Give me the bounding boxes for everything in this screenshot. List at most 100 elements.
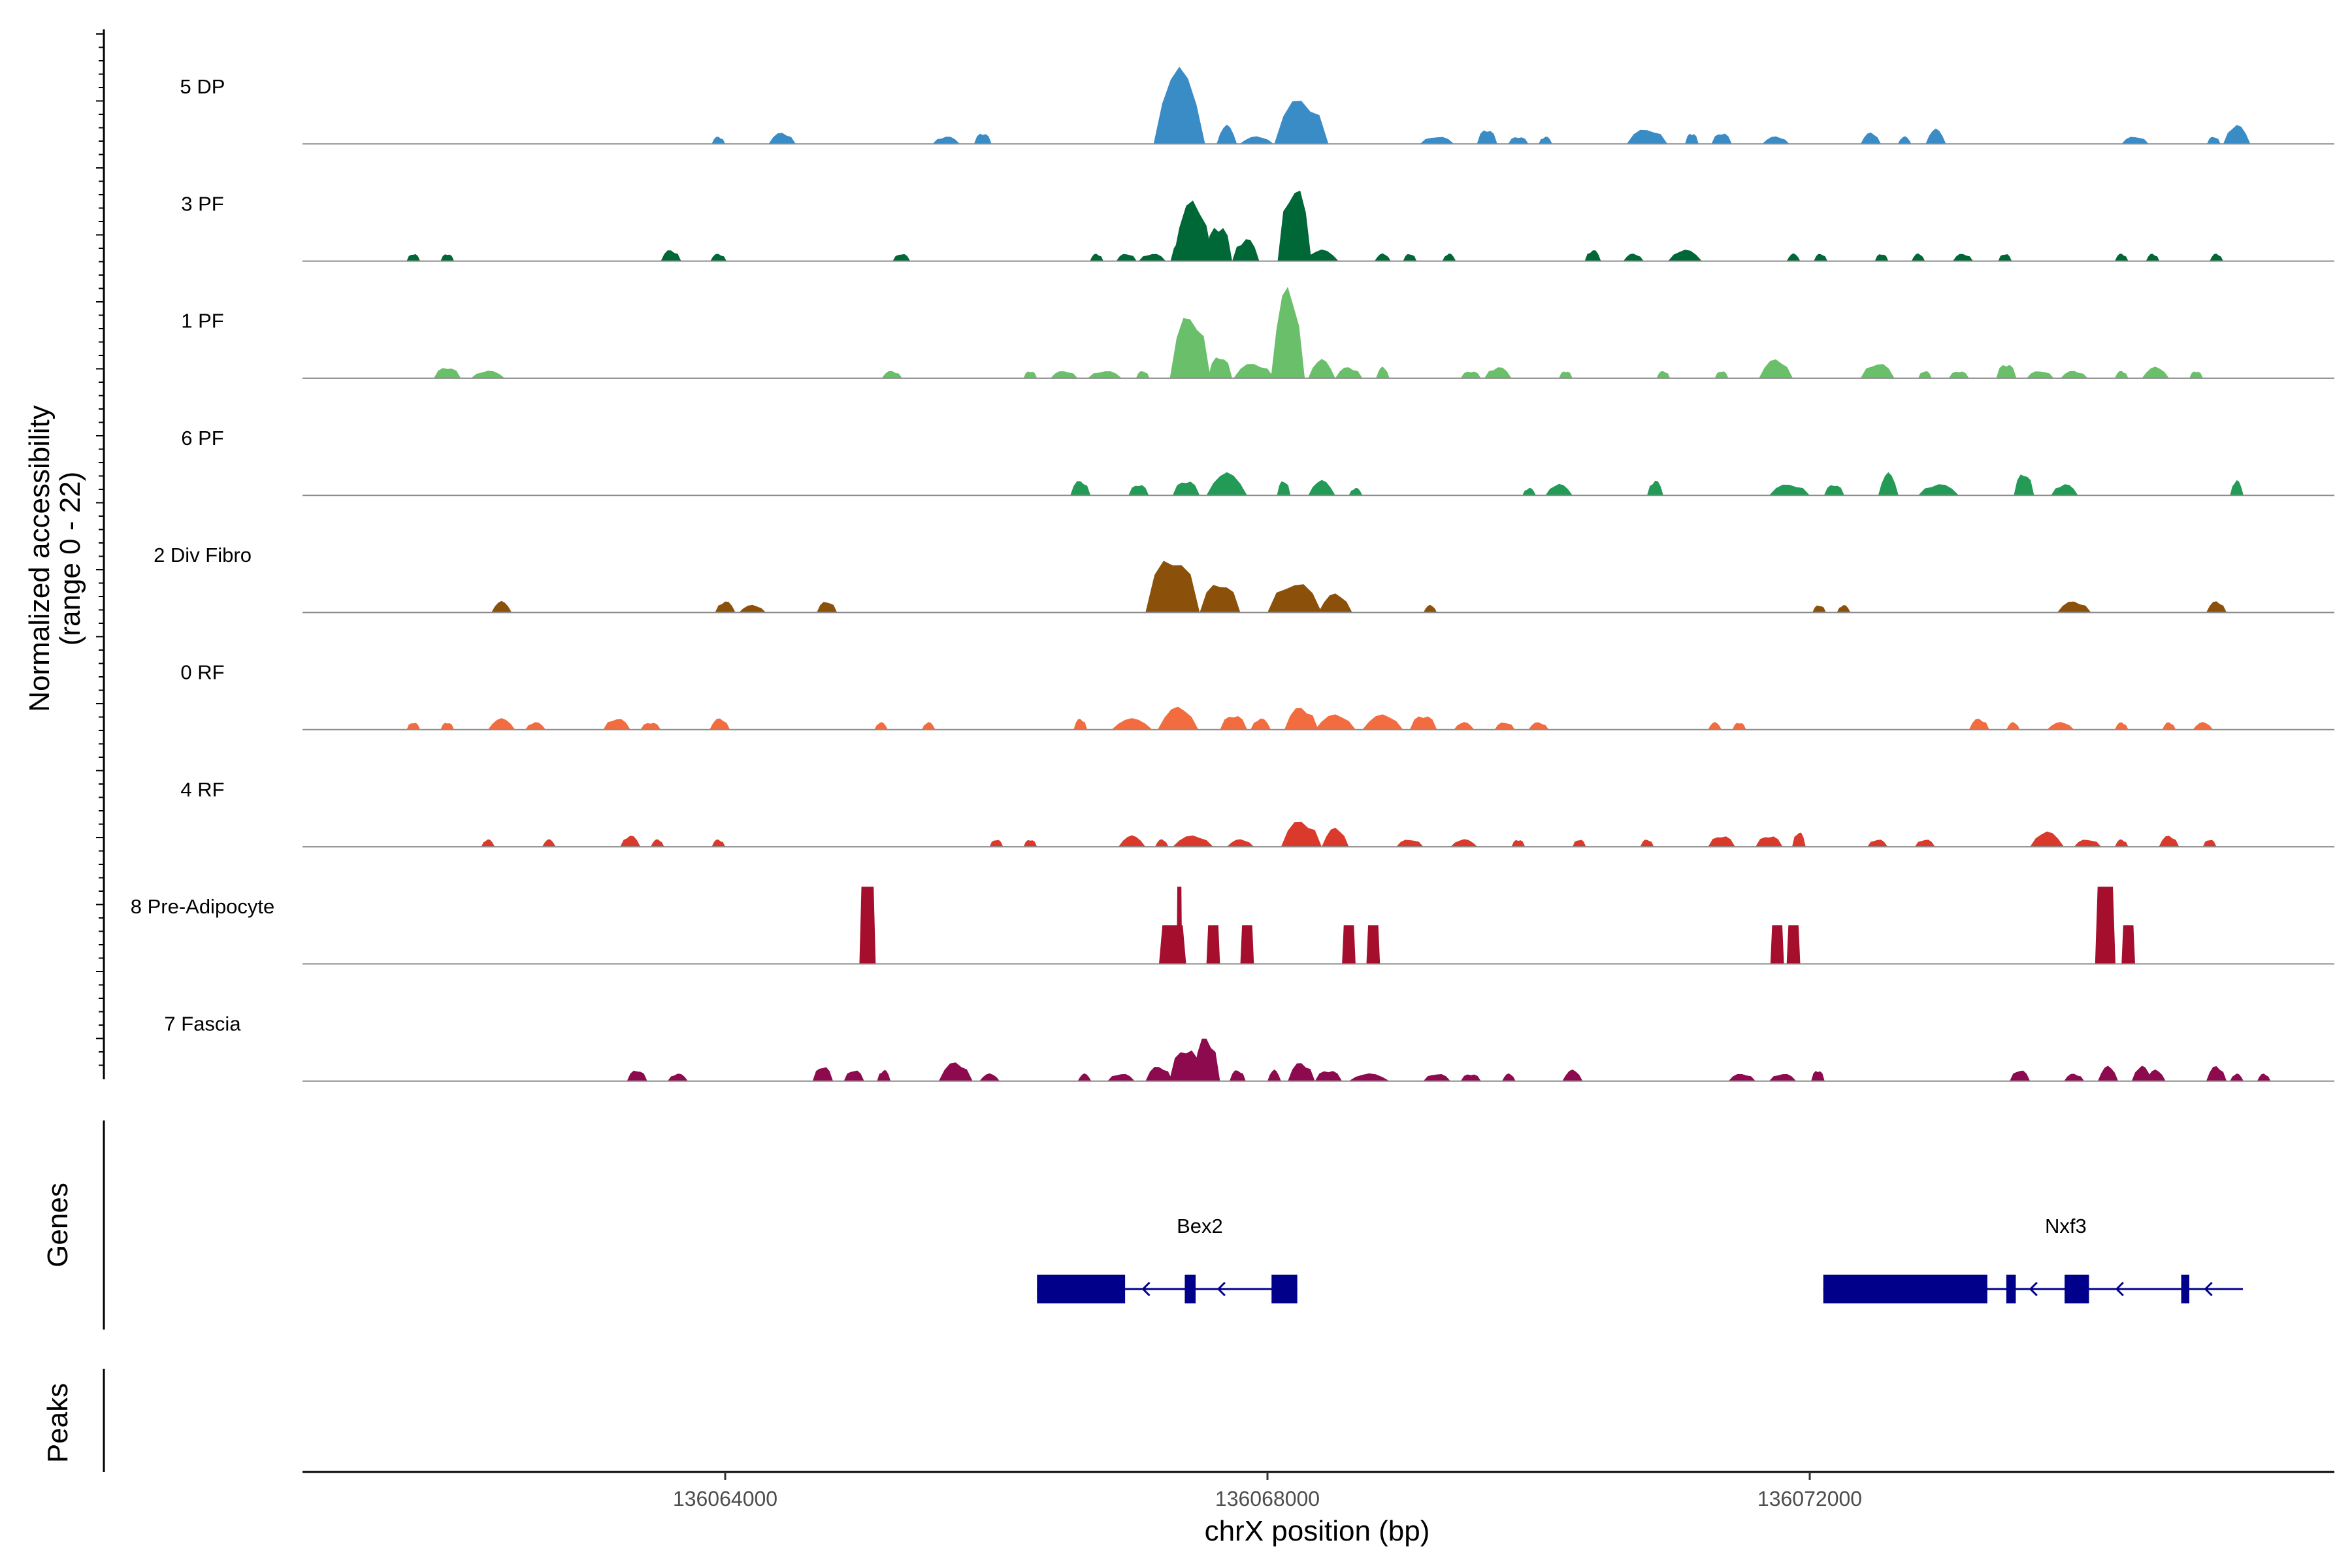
coverage-peak — [1442, 253, 1456, 261]
coverage-peak — [470, 370, 505, 378]
coverage-peak — [1342, 925, 1356, 964]
coverage-peak — [2095, 887, 2115, 964]
coverage-peak — [1952, 253, 1974, 261]
track-0-rf: 0 RF — [180, 661, 2334, 730]
coverage-peak — [1968, 719, 1989, 730]
coverage-peak — [1925, 128, 1946, 144]
coverage-peak — [1205, 227, 1233, 261]
coverage-peak — [1572, 840, 1586, 847]
gene-exon — [1271, 1275, 1298, 1303]
coverage-peak — [2014, 474, 2034, 496]
coverage-peak — [1240, 925, 1254, 964]
coverage-peak — [1423, 1074, 1451, 1081]
strand-arrow-icon — [2029, 1281, 2038, 1297]
coverage-peak — [1874, 254, 1889, 261]
x-tick-label: 136064000 — [673, 1487, 777, 1511]
coverage-peak — [603, 719, 630, 730]
coverage-peak — [2159, 836, 2180, 847]
coverage-peak — [650, 839, 664, 847]
coverage-peak — [2114, 722, 2129, 730]
y-axis-range-label: (range 0 - 22) — [54, 472, 86, 646]
coverage-peak — [433, 368, 461, 378]
coverage-peak — [2230, 480, 2244, 496]
coverage-peak — [2114, 839, 2129, 847]
coverage-peak — [1135, 371, 1150, 378]
gene-exon — [2181, 1275, 2189, 1303]
coverage-peak — [1837, 605, 1851, 613]
coverage-peak — [1239, 136, 1274, 144]
coverage-peak — [1860, 132, 1881, 144]
coverage-peak — [1226, 839, 1254, 847]
coverage-peak — [1138, 253, 1166, 261]
track-label: 5 DP — [180, 75, 225, 98]
strand-arrow-icon — [1141, 1281, 1151, 1297]
coverage-peak — [1814, 253, 1827, 261]
coverage-peak — [1169, 318, 1211, 378]
coverage-peak — [1288, 1063, 1315, 1081]
coverage-peak — [1460, 371, 1481, 378]
coverage-peak — [1656, 371, 1671, 378]
coverage-peak — [711, 137, 725, 144]
coverage-peak — [1860, 364, 1895, 378]
coverage-peak — [859, 887, 876, 964]
coverage-peak — [2027, 371, 2054, 378]
x-axis-title: chrX position (bp) — [1205, 1515, 1430, 1547]
coverage-peak — [1207, 357, 1233, 378]
coverage-peak — [2114, 370, 2129, 378]
coverage-peak — [892, 253, 911, 261]
coverage-peak — [921, 722, 936, 730]
coverage-peak — [1626, 129, 1668, 144]
coverage-peak — [1477, 130, 1497, 144]
coverage-peak — [1918, 484, 1959, 496]
coverage-peak — [1522, 488, 1536, 496]
coverage-peak — [1786, 925, 1801, 964]
genes-track-label: Genes — [42, 1183, 74, 1267]
coverage-peak — [1107, 1073, 1135, 1081]
coverage-peak — [973, 133, 992, 144]
coverage-peak — [2142, 367, 2169, 378]
coverage-peak — [2210, 253, 2223, 261]
coverage-peak — [667, 1073, 688, 1081]
coverage-peak — [2121, 925, 2135, 964]
coverage-peak — [2206, 137, 2221, 144]
coverage-peak — [1708, 722, 1722, 730]
gene-exon — [2065, 1275, 2089, 1303]
coverage-peak — [2114, 253, 2129, 261]
coverage-peak — [710, 253, 727, 261]
track-label: 2 Div Fibro — [154, 544, 252, 566]
coverage-peak — [1403, 253, 1417, 261]
coverage-peak — [1423, 604, 1437, 613]
coverage-peak — [1728, 1073, 1756, 1081]
coverage-peak — [2057, 601, 2091, 613]
y-axis-title: Normalized accessibility — [24, 405, 56, 711]
coverage-peak — [1640, 840, 1654, 847]
coverage-peak — [1154, 839, 1169, 847]
coverage-peak — [2047, 722, 2074, 730]
coverage-peak — [2193, 722, 2213, 730]
peaks-track-label: Peaks — [42, 1383, 74, 1463]
coverage-peak — [1153, 67, 1205, 144]
coverage-peak — [1914, 840, 1935, 847]
coverage-peak — [1206, 925, 1220, 964]
coverage-peak — [1562, 1070, 1583, 1081]
coverage-peak — [989, 840, 1004, 847]
coverage-peak — [1584, 250, 1601, 261]
coverage-peak — [1494, 723, 1515, 730]
coverage-peak — [1073, 719, 1088, 730]
coverage-peak — [1172, 200, 1213, 261]
coverage-peak — [1867, 840, 1888, 847]
track-label: 0 RF — [180, 661, 224, 684]
gene-exon — [2006, 1275, 2016, 1303]
coverage-peak — [1200, 585, 1241, 613]
coverage-peak — [1217, 124, 1237, 144]
coverage-peak — [440, 723, 454, 730]
coverage-peak — [881, 370, 902, 378]
coverage-peak — [1918, 371, 1932, 378]
coverage-peak — [715, 601, 736, 613]
coverage-peak — [1511, 840, 1526, 847]
strand-arrow-icon — [2204, 1281, 2213, 1297]
coverage-peak — [979, 1073, 1000, 1081]
coverage-peak — [1318, 593, 1352, 613]
coverage-peak — [1157, 706, 1199, 730]
